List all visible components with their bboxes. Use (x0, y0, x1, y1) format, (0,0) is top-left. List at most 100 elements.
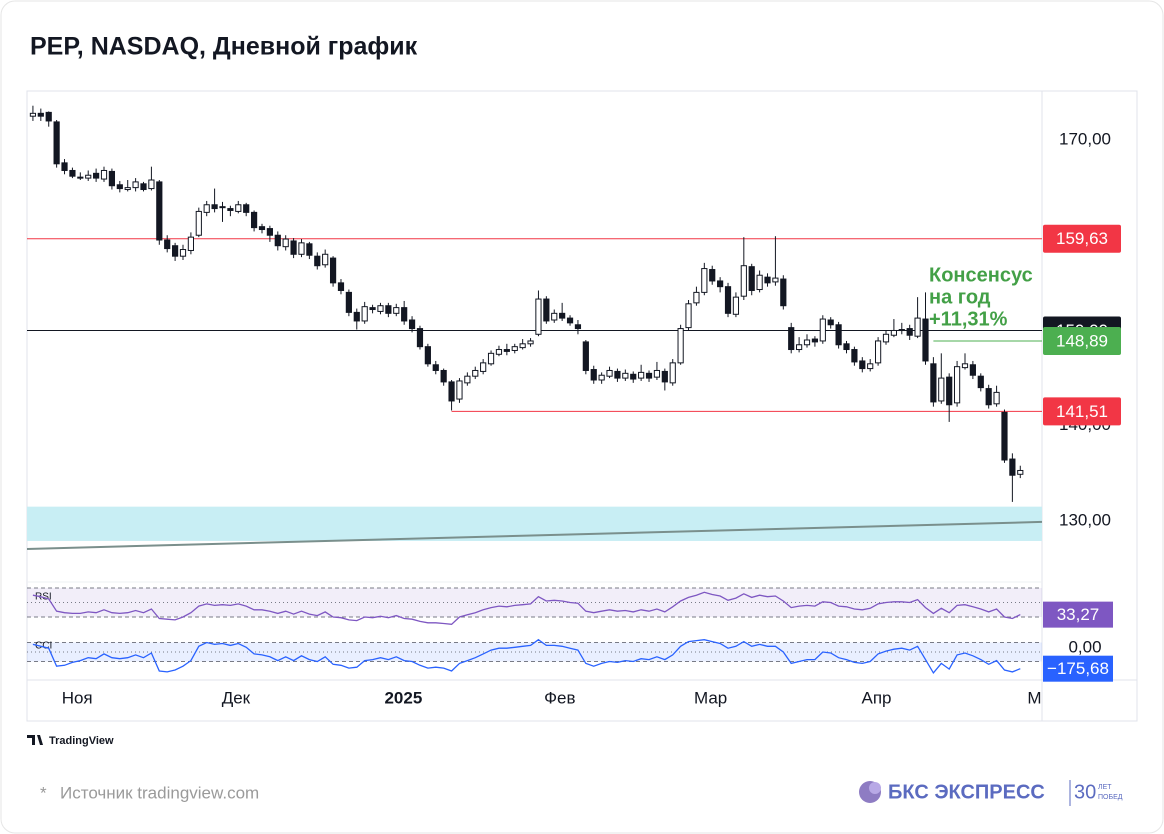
candle-body (756, 274, 763, 291)
candle-body (717, 280, 724, 288)
indicator-band (27, 642, 1042, 662)
x-tick-label: Апр (862, 688, 892, 707)
indicator-value-box (1043, 601, 1113, 628)
candle-body (732, 296, 740, 315)
y-tick-label: 170,00 (1059, 129, 1111, 148)
brand-badge-top: ЛЕТ (1098, 784, 1112, 791)
candle-body (669, 362, 676, 384)
candle-body (416, 328, 424, 348)
candle-body (843, 343, 850, 351)
candle-body (748, 266, 755, 291)
candle-body (456, 380, 463, 400)
candle-body (401, 307, 408, 322)
candle-body (582, 341, 589, 371)
brand-badge: 30 (1074, 781, 1096, 803)
price-box (1043, 224, 1121, 253)
candle-body (282, 238, 289, 248)
indicator-line (32, 638, 1021, 675)
candle-body (235, 204, 242, 212)
candle-body (527, 340, 534, 345)
candle-body (337, 282, 345, 291)
chart-frame (26, 90, 1138, 722)
candle-body (985, 388, 992, 406)
candle-body (108, 170, 116, 187)
candle-body (519, 343, 526, 349)
candle-body (511, 346, 518, 351)
candle-body (298, 242, 305, 255)
indicator-value-box (1043, 655, 1113, 682)
candle-body (377, 305, 384, 312)
candle-body (69, 169, 76, 177)
candle-body (606, 369, 613, 377)
source: Источник tradingview.com (60, 783, 259, 802)
y-tick-label: 130,00 (1059, 510, 1111, 529)
candle-body (661, 370, 668, 383)
brand-icon-inner (869, 782, 881, 794)
candle-body (835, 324, 842, 346)
candle-body (764, 276, 771, 284)
candle-body (258, 226, 266, 231)
candle-body (535, 298, 542, 335)
x-tick-label: Ноя (62, 688, 93, 707)
candle-body (867, 363, 874, 370)
candle-body (243, 204, 250, 213)
candle-body (179, 249, 187, 257)
candle-body (677, 328, 684, 364)
candle-body (938, 377, 945, 402)
price-label: 141,51 (1056, 402, 1108, 421)
candle-body (788, 327, 795, 351)
candle-body (480, 362, 487, 372)
candle-body (638, 371, 645, 379)
x-tick-label: Дек (222, 688, 251, 707)
candle-body (685, 303, 692, 329)
tv-logo: TradingView (27, 735, 114, 747)
candle-body (385, 305, 392, 314)
tv-icon (27, 735, 43, 745)
candle-body (701, 268, 708, 293)
candle-body (440, 369, 447, 383)
candle-body (961, 363, 969, 369)
candle-body (37, 112, 44, 117)
candle-body (227, 208, 234, 211)
brand-badge-bottom: ПОБЕД (1098, 794, 1123, 801)
candle-body (164, 239, 171, 250)
candle-body (93, 172, 100, 179)
candle-body (803, 339, 811, 346)
candle-body (1009, 458, 1016, 476)
candle-body (566, 317, 574, 324)
candle-body (203, 204, 210, 213)
candle-body (345, 291, 352, 313)
candle-body (487, 352, 495, 365)
candle-body (551, 312, 558, 321)
candle-body (464, 375, 471, 384)
candle-body (630, 373, 637, 380)
candle-body (53, 121, 60, 165)
price-label: 159,63 (1056, 229, 1108, 248)
candle-body (811, 338, 819, 343)
candle-body (314, 255, 321, 267)
price-box (1043, 397, 1121, 426)
brand-logo: БКС ЭКСПРЕСС 30 ЛЕТ ПОБЕД (859, 780, 1123, 806)
candle-body (780, 278, 787, 307)
candle-body (930, 363, 937, 403)
band-layer (26, 506, 1043, 550)
x-tick-label: М (1027, 688, 1041, 707)
candle-body (266, 228, 273, 236)
candle-body (906, 328, 913, 336)
annotation: на год (929, 286, 991, 308)
candle-body (559, 312, 566, 319)
candle-body (709, 269, 716, 282)
candle-body (187, 236, 195, 251)
candle-body (306, 243, 313, 256)
candle-body (882, 333, 890, 343)
candle-body (424, 346, 431, 365)
candle-body (543, 298, 550, 322)
indicator-value-label: 33,27 (1057, 605, 1100, 624)
candle-body (132, 181, 139, 189)
candle-body (645, 372, 653, 379)
candle-body (211, 204, 218, 210)
candle-body (369, 307, 376, 311)
candle-body (495, 349, 503, 355)
